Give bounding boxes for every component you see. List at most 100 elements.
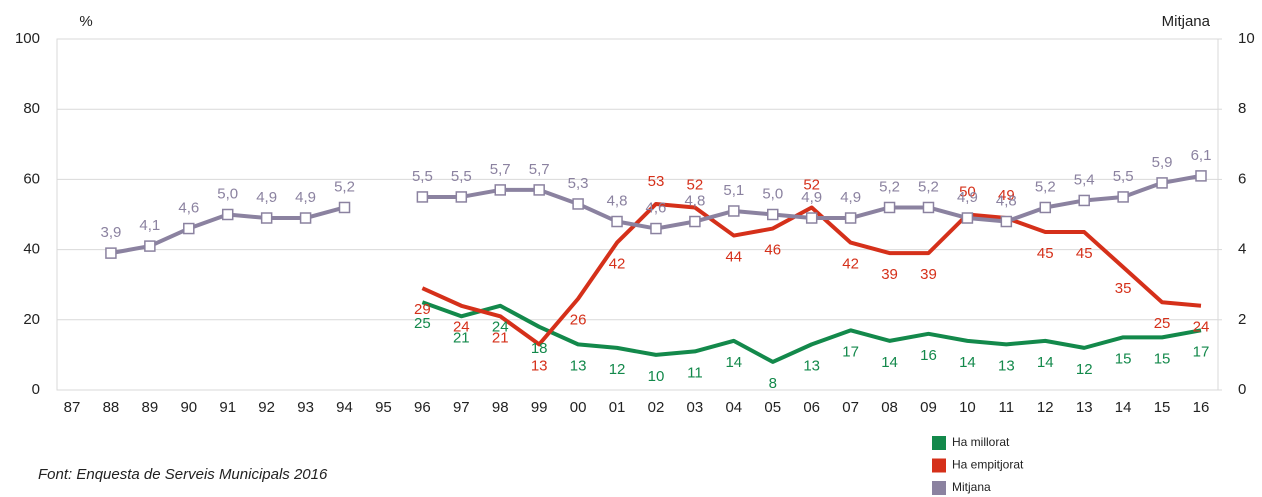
x-tick-label: 13 <box>1076 399 1093 416</box>
data-label: 46 <box>764 242 781 259</box>
point-marker <box>221 208 234 221</box>
data-label: 5,5 <box>412 168 433 185</box>
point-marker <box>572 198 584 210</box>
data-label: 5,9 <box>1152 154 1173 171</box>
x-tick-label: 98 <box>492 399 509 416</box>
data-label: 39 <box>881 266 898 283</box>
data-label: 15 <box>1115 350 1132 367</box>
data-label: 5,5 <box>451 168 472 185</box>
y-tick-label: 0 <box>32 381 40 398</box>
x-tick-label: 91 <box>219 399 236 416</box>
data-label: 24 <box>453 319 470 336</box>
data-label: 42 <box>609 256 626 273</box>
x-tick-label: 97 <box>453 399 470 416</box>
x-tick-label: 87 <box>64 399 81 416</box>
data-label: 45 <box>1076 245 1093 262</box>
data-label: 26 <box>570 312 587 329</box>
point-marker <box>1195 170 1207 182</box>
data-label: 14 <box>959 354 976 371</box>
x-tick-label: 07 <box>842 399 859 416</box>
legend-swatch <box>932 481 946 495</box>
data-label: 21 <box>492 329 509 346</box>
data-label: 52 <box>687 176 704 193</box>
point-marker <box>494 184 506 196</box>
y2-axis-title: Mitjana <box>1162 13 1211 30</box>
data-label: 4,8 <box>607 192 628 209</box>
point-marker <box>533 184 545 196</box>
point-marker <box>1039 201 1052 214</box>
x-tick-label: 12 <box>1037 399 1054 416</box>
legend-label: Ha millorat <box>952 435 1010 449</box>
point-marker <box>844 212 857 224</box>
data-label: 3,9 <box>101 224 122 241</box>
data-label: 5,1 <box>723 182 744 199</box>
data-label: 5,5 <box>1113 168 1134 185</box>
y-axis-title: % <box>79 13 92 30</box>
x-tick-label: 11 <box>999 399 1015 416</box>
point-marker <box>1156 177 1168 189</box>
data-label: 13 <box>570 357 587 374</box>
data-label: 10 <box>648 368 665 385</box>
data-label: 5,2 <box>1035 178 1056 195</box>
point-marker <box>1078 194 1090 207</box>
data-label: 53 <box>648 173 665 190</box>
data-label: 4,9 <box>295 189 316 206</box>
x-tick-label: 96 <box>414 399 431 416</box>
data-label: 5,3 <box>568 175 589 192</box>
data-label: 17 <box>842 343 859 360</box>
legend-swatch <box>932 436 946 450</box>
data-label: 13 <box>803 357 820 374</box>
data-label: 39 <box>920 266 937 283</box>
data-label: 25 <box>414 315 431 332</box>
legend-label: Mitjana <box>952 480 991 494</box>
x-tick-label: 02 <box>648 399 665 416</box>
x-tick-label: 93 <box>297 399 314 416</box>
data-label: 15 <box>1154 350 1171 367</box>
point-marker <box>455 191 468 203</box>
x-tick-label: 08 <box>881 399 898 416</box>
data-label: 14 <box>1037 354 1054 371</box>
x-tick-label: 04 <box>725 399 742 416</box>
x-tick-label: 10 <box>959 399 976 416</box>
point-marker <box>922 201 935 214</box>
point-marker <box>611 215 623 228</box>
y-tick-label: 80 <box>23 100 40 117</box>
legend-swatch <box>932 458 946 473</box>
x-tick-label: 89 <box>142 399 159 416</box>
x-tick-label: 88 <box>103 399 120 416</box>
point-marker <box>961 212 974 224</box>
data-label: 24 <box>1193 319 1210 336</box>
x-tick-label: 92 <box>258 399 275 416</box>
series-line <box>421 201 1202 347</box>
data-label: 5,7 <box>529 161 550 178</box>
x-tick-label: 99 <box>531 399 548 416</box>
data-label: 4,8 <box>996 192 1017 209</box>
data-label: 6,1 <box>1191 147 1212 164</box>
data-label: 45 <box>1037 245 1054 262</box>
data-label: 52 <box>803 176 820 193</box>
data-label: 4,1 <box>139 217 160 234</box>
data-label: 4,9 <box>801 189 822 206</box>
y2-tick-label: 4 <box>1238 241 1246 258</box>
point-marker <box>883 201 896 214</box>
data-label: 42 <box>842 256 859 273</box>
y-tick-label: 60 <box>23 170 40 187</box>
data-label: 13 <box>531 357 548 374</box>
data-label: 16 <box>920 347 937 364</box>
point-marker <box>144 240 156 252</box>
series-line <box>421 300 1202 364</box>
point-marker <box>767 208 779 221</box>
y2-tick-label: 10 <box>1238 30 1255 47</box>
data-label: 24 <box>492 319 509 336</box>
data-label: 12 <box>609 361 626 378</box>
data-label: 35 <box>1115 280 1132 297</box>
x-tick-label: 03 <box>687 399 704 416</box>
x-tick-label: 90 <box>180 399 197 416</box>
x-tick-label: 09 <box>920 399 937 416</box>
point-marker <box>689 215 701 228</box>
data-label: 5,0 <box>762 185 783 202</box>
point-marker <box>1000 215 1013 228</box>
data-label: 18 <box>531 340 548 357</box>
data-label: 12 <box>1076 361 1093 378</box>
data-label: 5,2 <box>334 178 355 195</box>
